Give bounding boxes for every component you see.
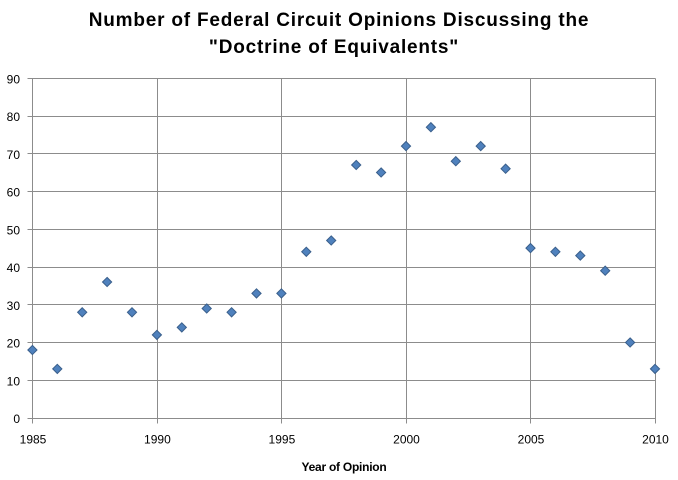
svg-text:10: 10 (7, 374, 21, 388)
svg-text:Number of Federal Circuit Opin: Number of Federal Circuit Opinions Discu… (89, 10, 590, 31)
svg-text:50: 50 (7, 223, 21, 237)
svg-text:80: 80 (7, 110, 21, 124)
svg-text:1995: 1995 (269, 433, 296, 447)
svg-text:Year of Opinion: Year of Opinion (302, 460, 387, 474)
svg-text:90: 90 (7, 72, 21, 86)
svg-text:2010: 2010 (642, 433, 669, 447)
svg-text:70: 70 (7, 148, 21, 162)
svg-text:2005: 2005 (518, 433, 545, 447)
svg-text:20: 20 (7, 337, 21, 351)
svg-text:2000: 2000 (393, 433, 420, 447)
svg-text:1985: 1985 (20, 433, 47, 447)
svg-text:"Doctrine of Equivalents": "Doctrine of Equivalents" (209, 37, 459, 58)
svg-text:1990: 1990 (144, 433, 171, 447)
svg-text:0: 0 (13, 412, 20, 426)
svg-text:40: 40 (7, 261, 21, 275)
svg-text:60: 60 (7, 186, 21, 200)
svg-text:30: 30 (7, 299, 21, 313)
